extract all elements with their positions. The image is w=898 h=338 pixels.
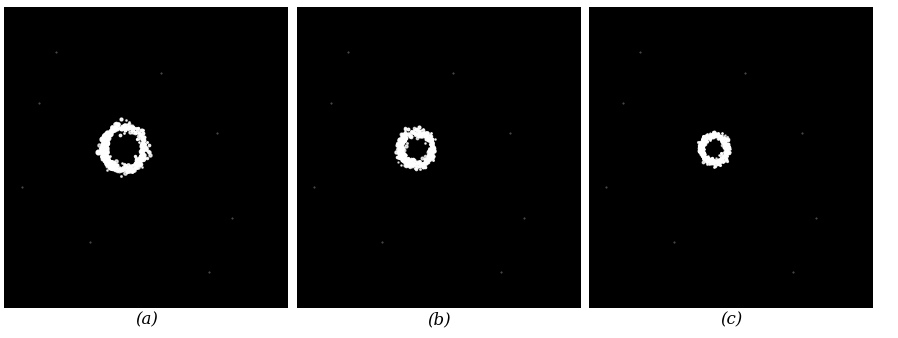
Text: (c): (c) bbox=[720, 311, 742, 329]
Text: (b): (b) bbox=[427, 311, 451, 329]
Text: (a): (a) bbox=[135, 311, 158, 329]
